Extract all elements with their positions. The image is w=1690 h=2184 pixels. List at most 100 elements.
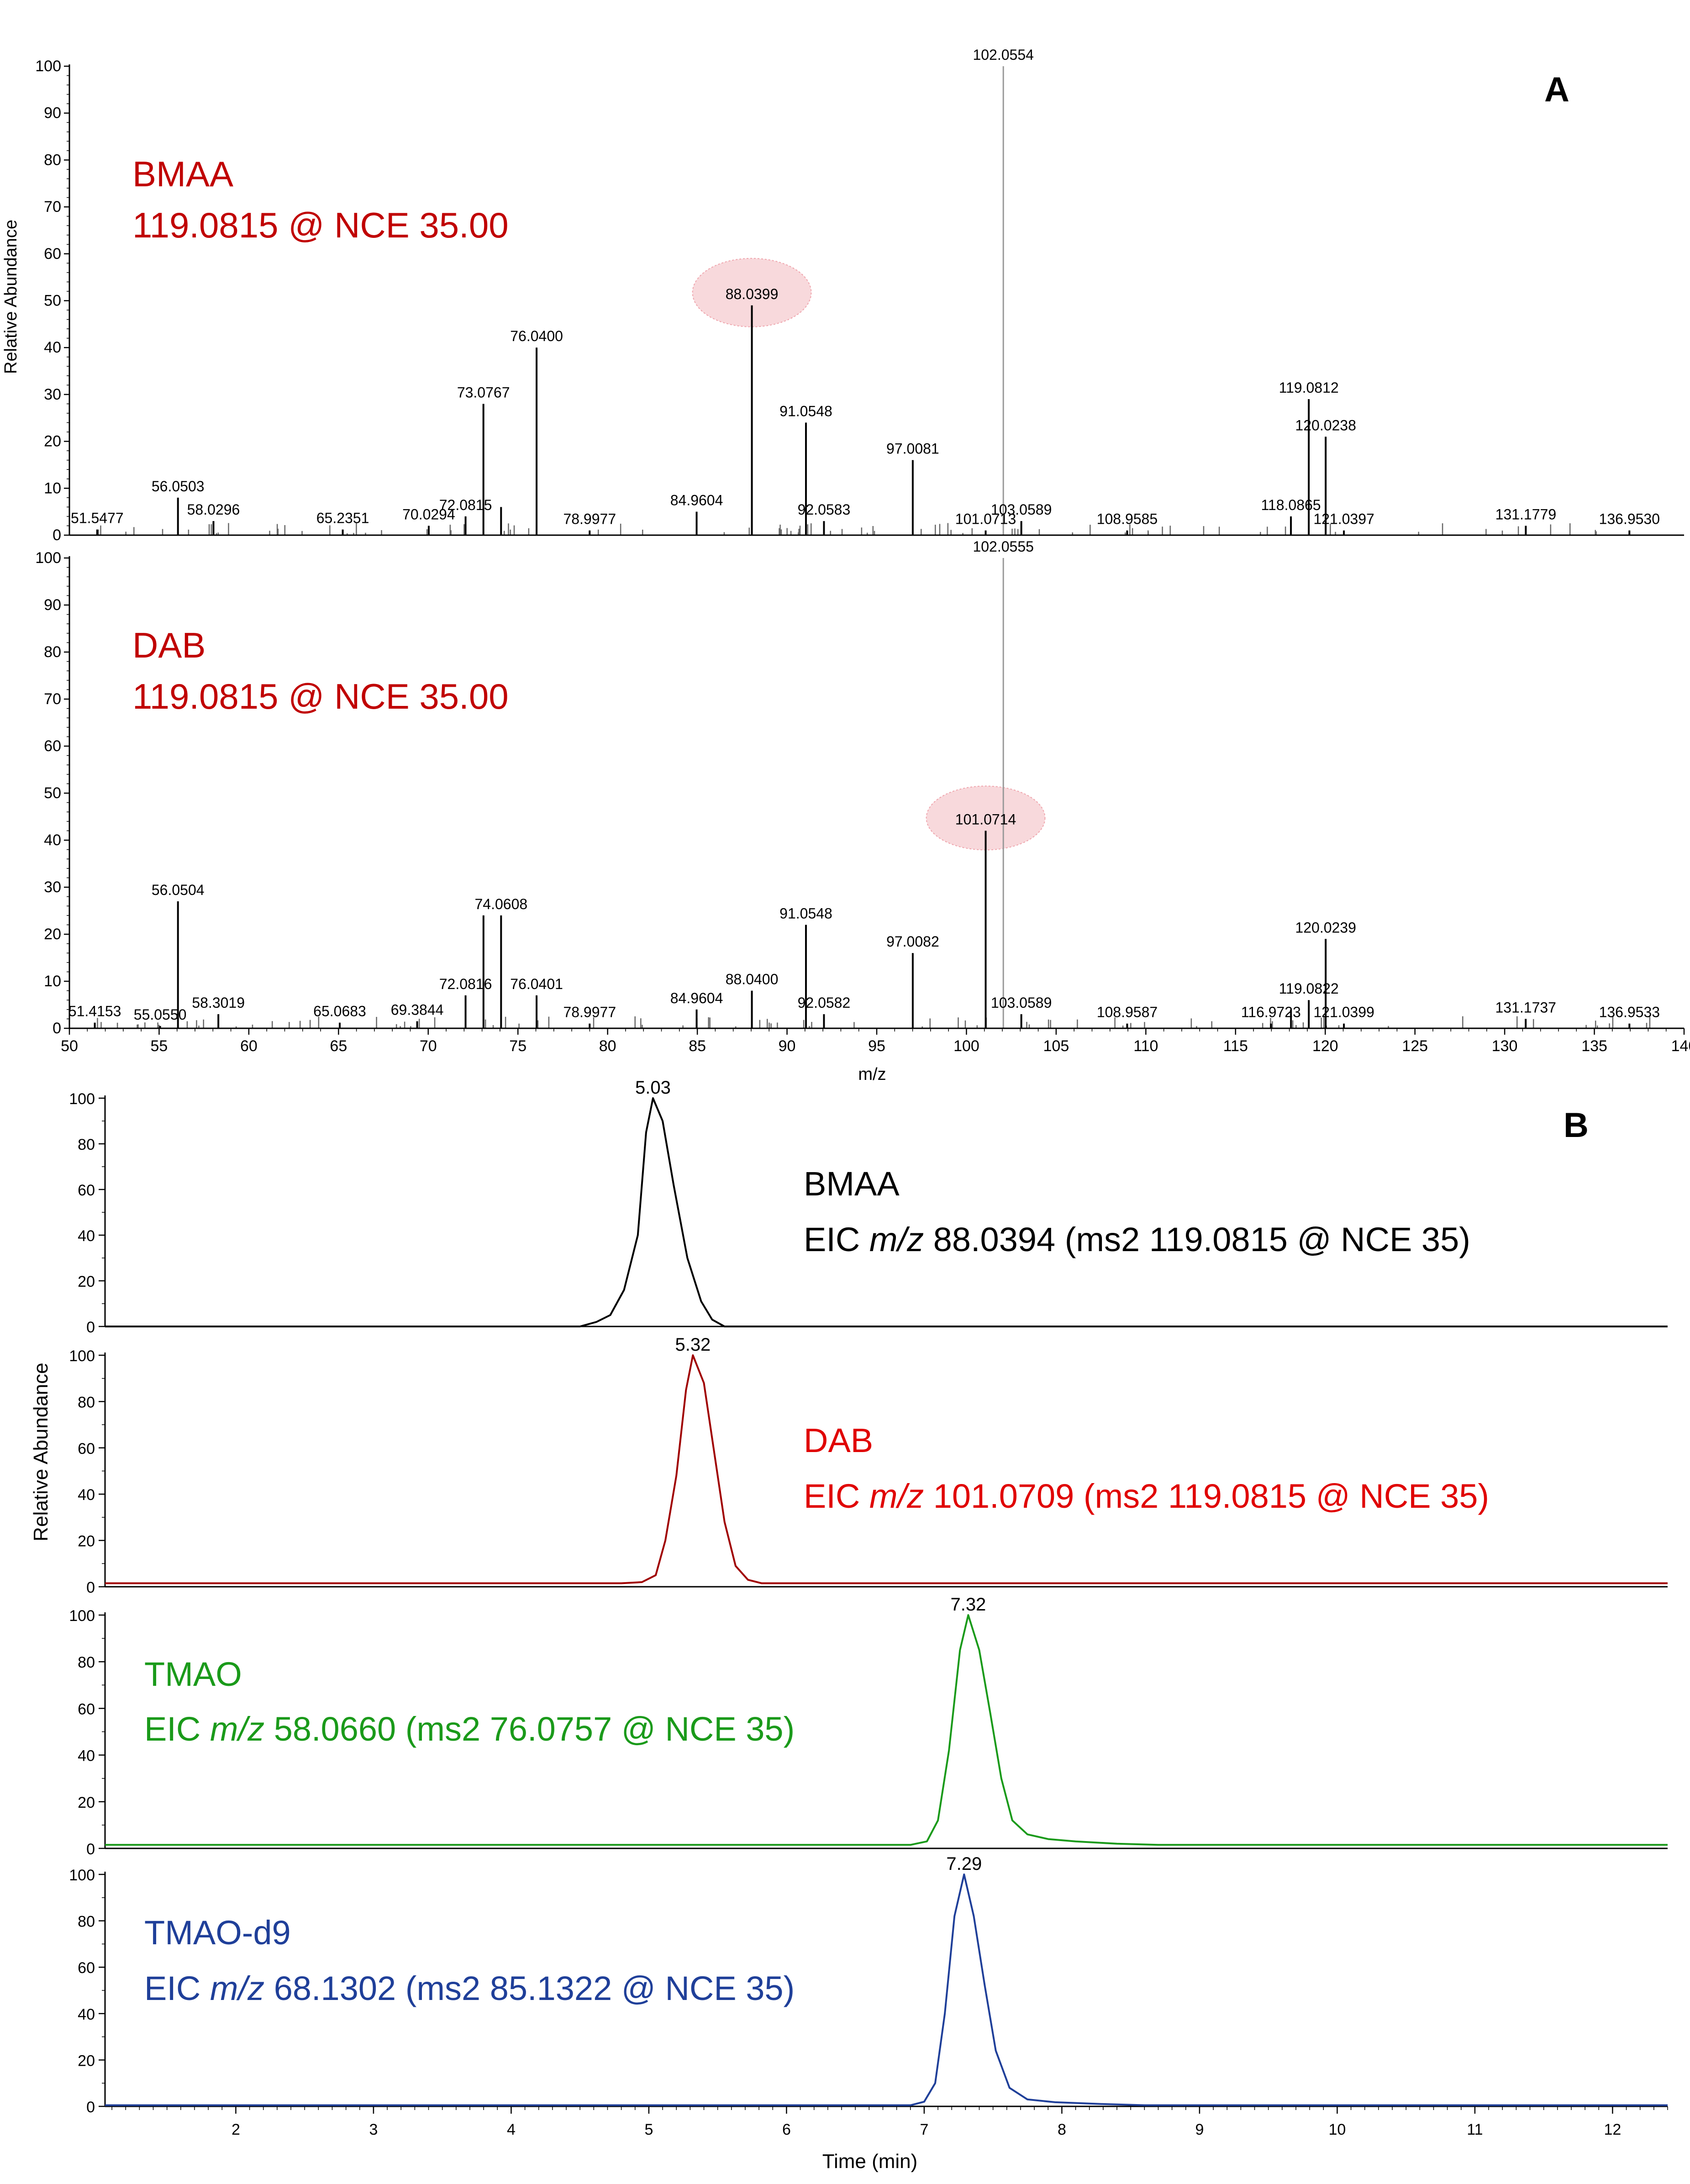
y-tick-label: 0 <box>86 1319 95 1336</box>
peak-label: 74.0608 <box>474 896 527 912</box>
peak-label: 108.9587 <box>1097 1004 1158 1021</box>
peak-label: 121.0399 <box>1313 1004 1374 1021</box>
peak-label: 56.0503 <box>152 478 205 495</box>
spectrum-bmaa: 51.5477 56.0503 58.0296 65.2351 70.029472.08… <box>35 47 1684 544</box>
y-tick-label: 70 <box>44 198 61 216</box>
y-tick-label: 20 <box>78 1794 95 1811</box>
chromatogram-eic-label: EIC m/z 58.0660 (ms2 76.0757 @ NCE 35) <box>144 1710 795 1748</box>
peak-label: 51.4153 <box>68 1003 121 1020</box>
panel-b-x-axis-title: Time (min) <box>822 2150 918 2173</box>
y-tick-label: 100 <box>69 1867 95 1884</box>
peak-label: 103.0589 <box>991 995 1052 1011</box>
chromatogram-tmao: 0 20 40 60 80 100 7.32 TMAO EIC m/z 58.0660 (… <box>69 1595 1668 1858</box>
peak-label: 120.0238 <box>1295 417 1356 433</box>
x-tick-label: 70 <box>420 1037 437 1055</box>
y-tick-label: 80 <box>44 151 61 168</box>
peak-label: 108.9585 <box>1097 511 1158 527</box>
peak-label: 102.0555 <box>973 538 1033 555</box>
y-tick-label: 40 <box>78 2006 95 2023</box>
y-tick-label: 60 <box>44 245 61 263</box>
y-tick-label: 50 <box>44 292 61 310</box>
peak-label: 119.0812 <box>1279 379 1339 396</box>
peak-label: 119.0822 <box>1279 980 1339 997</box>
panel-b-y-axis-title: Relative Abundance <box>30 1363 52 1541</box>
x-tick-label: 3 <box>369 2121 378 2138</box>
peak-label: 78.9977 <box>563 511 616 527</box>
x-tick-label: 50 <box>61 1037 78 1055</box>
chromatogram-trace <box>105 1354 1668 1584</box>
peak-label: 76.0400 <box>510 328 563 344</box>
chromatogram-eic-label: EIC m/z 101.0709 (ms2 119.0815 @ NCE 35) <box>804 1477 1489 1515</box>
chromatogram-trace <box>105 1097 1668 1327</box>
y-tick-label: 80 <box>78 1136 95 1153</box>
x-tick-label: 55 <box>151 1037 168 1055</box>
y-tick-label: 60 <box>78 1440 95 1458</box>
peak-label: 65.0683 <box>313 1003 366 1020</box>
chromatogram-trace <box>105 1874 1668 2106</box>
panel-letter-b: B <box>1564 1106 1589 1145</box>
peak-label: 84.9604 <box>670 492 723 509</box>
chromatogram-compound-label: TMAO <box>144 1655 242 1693</box>
x-tick-label: 60 <box>240 1037 258 1055</box>
y-tick-label: 40 <box>78 1227 95 1245</box>
x-tick-label: 8 <box>1058 2121 1066 2138</box>
y-tick-label: 100 <box>35 549 61 567</box>
y-tick-label: 40 <box>78 1747 95 1765</box>
peak-label: 121.0397 <box>1313 511 1374 527</box>
x-tick-label: 95 <box>868 1037 885 1055</box>
peak-label: 136.9533 <box>1599 1004 1660 1021</box>
y-tick-label: 10 <box>44 973 61 990</box>
chromatogram-tmao-d9: 0 20 40 60 80 100 7.29 TMAO-d9 EIC m/z 68.130… <box>69 1854 1668 2116</box>
x-tick-label: 6 <box>782 2121 791 2138</box>
y-tick-label: 90 <box>44 105 61 122</box>
x-tick-label: 135 <box>1581 1037 1607 1055</box>
peak-label: 131.1737 <box>1495 999 1556 1016</box>
chromatogram-compound-label: DAB <box>804 1421 873 1459</box>
apex-label: 7.29 <box>946 1854 982 1874</box>
chromatogram-eic-label: EIC m/z 68.1302 (ms2 85.1322 @ NCE 35) <box>144 1969 795 2007</box>
x-tick-label: 2 <box>232 2121 240 2138</box>
x-tick-label: 12 <box>1604 2121 1621 2138</box>
y-tick-label: 100 <box>69 1347 95 1365</box>
peak-label: 91.0548 <box>779 905 832 921</box>
y-tick-label: 0 <box>53 1020 61 1037</box>
y-tick-label: 80 <box>78 1394 95 1411</box>
y-tick-label: 80 <box>44 643 61 661</box>
x-tick-label: 7 <box>920 2121 928 2138</box>
y-tick-label: 60 <box>78 1700 95 1718</box>
y-tick-label: 0 <box>86 1579 95 1596</box>
chromatogram-dab: 0 20 40 60 80 100 5.32 DAB EIC m/z 101.0709 (… <box>69 1335 1668 1596</box>
x-tick-label: 9 <box>1195 2121 1204 2138</box>
chromatogram-bmaa: 0 20 40 60 80 100 5.03 BMAA EIC m/z 88.0394 (… <box>69 1078 1668 1336</box>
x-tick-label: 11 <box>1467 2121 1483 2138</box>
peak-label: 92.0583 <box>798 501 851 518</box>
panel-a-y-axis-title: Relative Abundance <box>1 220 21 374</box>
x-tick-label: 5 <box>644 2121 653 2138</box>
chromatogram-compound-label: BMAA <box>804 1165 900 1203</box>
y-tick-label: 20 <box>78 1533 95 1550</box>
y-tick-label: 10 <box>44 479 61 497</box>
y-tick-label: 90 <box>44 596 61 614</box>
y-tick-label: 80 <box>78 1654 95 1671</box>
peak-label: 73.0767 <box>457 384 510 400</box>
y-tick-label: 20 <box>78 2052 95 2069</box>
x-tick-label: 4 <box>507 2121 516 2138</box>
y-tick-label: 80 <box>78 1913 95 1931</box>
y-tick-label: 100 <box>69 1090 95 1108</box>
apex-label: 7.32 <box>950 1595 986 1615</box>
panel-letter-a: A <box>1544 70 1569 109</box>
peak-label: 58.0296 <box>187 501 240 518</box>
x-tick-label: 100 <box>953 1037 979 1055</box>
y-tick-label: 20 <box>78 1273 95 1290</box>
apex-label: 5.03 <box>635 1078 671 1098</box>
y-tick-label: 0 <box>53 526 61 544</box>
spectrum-precursor-label: 119.0815 @ NCE 35.00 <box>132 205 509 245</box>
panel-a-mz-axis: 50 55 60 65 70 75 80 85 90 95 100 105 110 115 120 125 13… <box>61 1028 1690 1055</box>
peak-label: 76.0401 <box>510 976 563 992</box>
peak-label: 102.0554 <box>973 47 1033 63</box>
chromatogram-compound-label: TMAO-d9 <box>144 1914 291 1952</box>
peak-label: 56.0504 <box>152 882 205 898</box>
x-tick-label: 75 <box>509 1037 526 1055</box>
peak-label: 101.0714 <box>955 811 1016 827</box>
